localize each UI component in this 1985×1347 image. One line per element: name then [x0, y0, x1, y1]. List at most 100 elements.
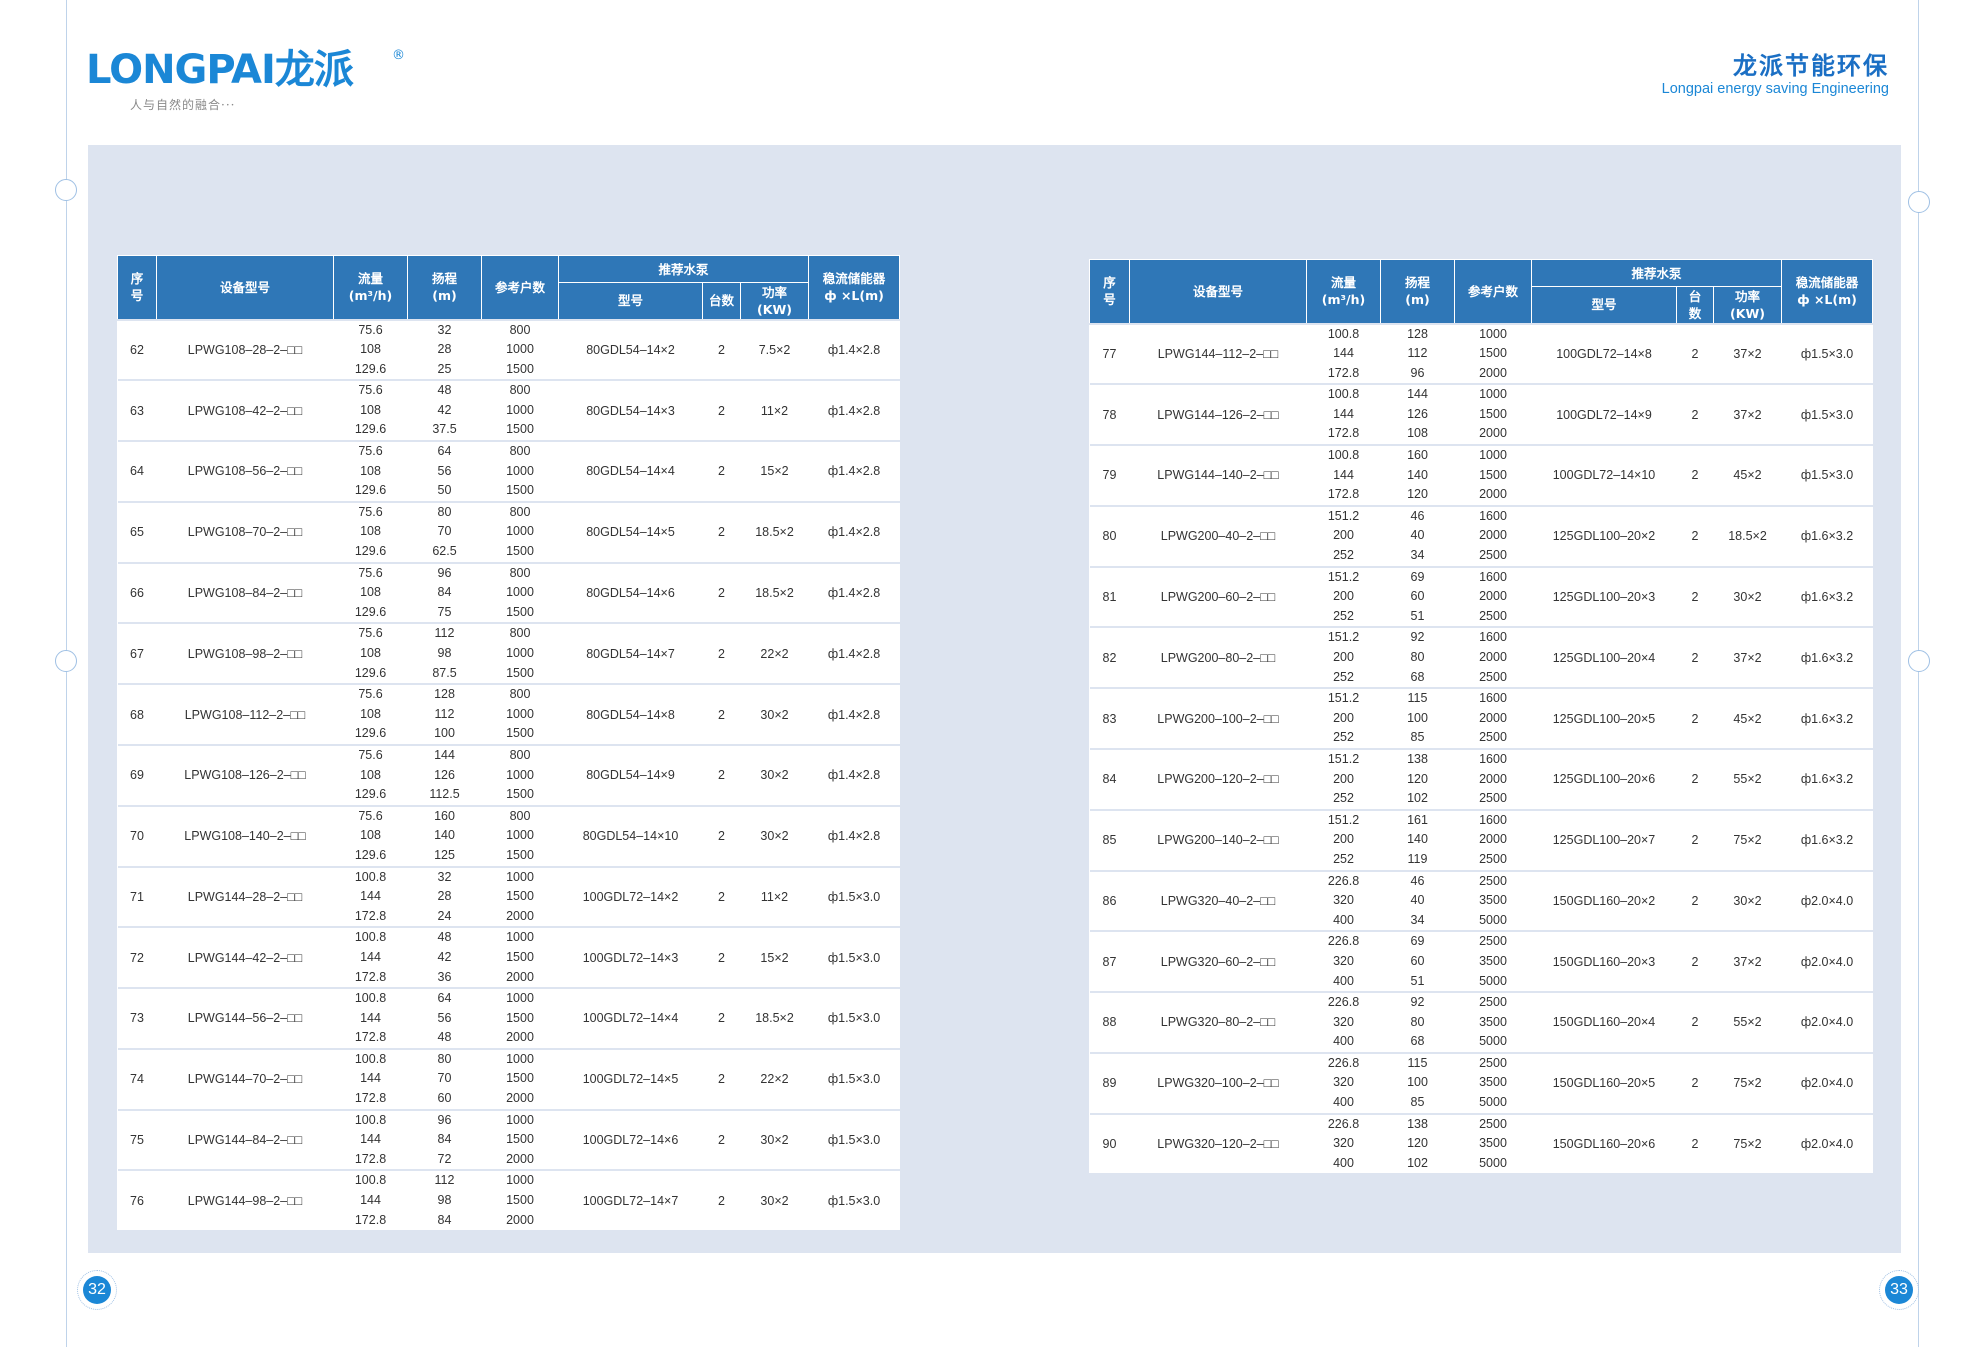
row-number: 83: [1089, 687, 1130, 749]
pump-qty: 2: [1676, 747, 1714, 810]
head-value: 102: [1407, 791, 1428, 806]
households-value-group: 1000 1500 2000: [1454, 383, 1532, 446]
households-value-group: 800 1000 1500: [481, 622, 559, 685]
households-value-group: 800 1000 1500: [481, 743, 559, 806]
households-value-group: 1000 1500 2000: [481, 987, 559, 1049]
equipment-model: LPWG320–80–2–□□: [1129, 991, 1307, 1053]
head-value: 112: [434, 626, 455, 641]
header-pump: 推荐水泵: [557, 255, 810, 283]
flow-value: 200: [1333, 832, 1354, 847]
households-value: 1000: [506, 342, 534, 357]
table-row: 86 LPWG320–40–2–□□ 226.8 320 400 46 40 34 2500 35…: [1089, 869, 1873, 932]
households-value: 2000: [506, 969, 534, 984]
flow-value: 108: [360, 828, 381, 843]
head-value: 70: [437, 524, 452, 539]
flow-value: 129.6: [354, 483, 387, 498]
header-pump: 推荐水泵: [1530, 259, 1783, 287]
flow-value: 200: [1333, 650, 1354, 664]
pump-power: 75×2: [1713, 1051, 1782, 1114]
flow-value-group: 151.2 200 252: [1306, 747, 1381, 810]
flow-value: 100.8: [354, 991, 387, 1006]
head-value: 138: [1407, 751, 1428, 766]
head-value-group: 46 40 34: [1380, 869, 1455, 932]
row-number: 84: [1089, 747, 1130, 810]
head-value: 128: [1407, 326, 1428, 341]
pump-qty: 2: [1676, 1051, 1714, 1114]
row-number: 70: [117, 804, 157, 867]
pump-power: 75×2: [1713, 1112, 1782, 1174]
pump-power: 37×2: [1713, 322, 1782, 385]
head-value-group: 69 60 51: [1380, 565, 1455, 628]
tank-size: ф2.0×4.0: [1781, 869, 1873, 932]
tank-size: ф1.4×2.8: [808, 804, 900, 867]
head-value: 102: [1407, 1155, 1428, 1170]
header-flow-label: 流量: [357, 271, 383, 287]
logo-slogan: 人与自然的融合···: [130, 98, 236, 112]
head-value: 120: [1407, 1136, 1428, 1151]
tank-size: ф2.0×4.0: [1781, 991, 1873, 1053]
households-value-group: 800 1000 1500: [481, 804, 559, 867]
flow-value-group: 75.6 108 129.6: [333, 683, 408, 745]
head-value-group: 96 84 72: [407, 1108, 482, 1171]
households-value: 1500: [1479, 406, 1507, 421]
pump-power: 15×2: [740, 926, 809, 989]
households-value: 1000: [506, 1051, 534, 1066]
head-value: 80: [437, 1051, 452, 1066]
flow-value: 400: [1333, 1095, 1354, 1110]
flow-value-group: 226.8 320 400: [1306, 930, 1381, 993]
pump-model: 150GDL160–20×5: [1531, 1051, 1677, 1114]
flow-value: 100.8: [354, 869, 387, 884]
flow-value: 252: [1333, 548, 1354, 563]
pump-qty: 2: [702, 1108, 741, 1171]
households-value: 1500: [506, 1071, 534, 1086]
table-row: 88 LPWG320–80–2–□□ 226.8 320 400 92 80 68 2500 35…: [1089, 991, 1873, 1053]
header-model: 设备型号: [1129, 259, 1307, 324]
pump-model: 100GDL72–14×9: [1531, 383, 1677, 446]
flow-value: 172.8: [354, 1030, 387, 1045]
pump-qty: 2: [1676, 504, 1714, 567]
head-value: 84: [437, 1132, 452, 1147]
households-value-group: 1000 1500 2000: [481, 1108, 559, 1171]
table-row: 90 LPWG320–120–2–□□ 226.8 320 400 138 120 102 25…: [1089, 1112, 1873, 1174]
households-value: 2500: [1479, 669, 1507, 684]
households-value: 800: [509, 383, 531, 398]
pump-model: 80GDL54–14×9: [558, 743, 703, 806]
table-row: 85 LPWG200–140–2–□□ 151.2 200 252 161 140 119 16…: [1089, 808, 1873, 871]
pump-power: 18.5×2: [740, 987, 809, 1049]
households-value: 2000: [506, 1212, 534, 1227]
households-value-group: 1600 2000 2500: [1454, 626, 1532, 689]
equipment-model: LPWG320–100–2–□□: [1129, 1051, 1307, 1114]
head-value: 140: [434, 828, 455, 843]
row-number: 72: [117, 926, 157, 989]
head-value: 60: [1410, 589, 1425, 604]
flow-value: 144: [1333, 406, 1354, 421]
households-value-group: 800 1000 1500: [481, 683, 559, 745]
equipment-model: LPWG144–98–2–□□: [156, 1169, 334, 1231]
head-value: 56: [437, 463, 452, 478]
flow-value-group: 75.6 108 129.6: [333, 379, 408, 442]
equipment-model: LPWG144–42–2–□□: [156, 926, 334, 989]
brand-name-cn: 龙派节能环保: [1733, 52, 1889, 80]
row-number: 90: [1089, 1112, 1130, 1174]
flow-value: 75.6: [358, 626, 383, 641]
header-pump-model: 型号: [1531, 286, 1677, 324]
head-value: 125: [434, 847, 455, 862]
pump-model: 100GDL72–14×3: [558, 926, 703, 989]
table-row: 68 LPWG108–112–2–□□ 75.6 108 129.6 128 112 100 8…: [117, 683, 900, 745]
pump-model: 125GDL100–20×2: [1531, 504, 1677, 567]
equipment-model: LPWG108–56–2–□□: [156, 440, 334, 502]
pump-model: 150GDL160–20×3: [1531, 930, 1677, 993]
pump-power: 37×2: [1713, 626, 1782, 689]
households-value: 1000: [506, 828, 534, 843]
households-value: 800: [509, 626, 531, 641]
households-value: 1000: [1479, 326, 1507, 341]
pump-qty: 2: [1676, 991, 1714, 1053]
households-value: 1000: [1479, 448, 1507, 463]
row-number: 76: [117, 1169, 157, 1231]
head-value-group: 32 28 24: [407, 865, 482, 928]
pump-power: 45×2: [1713, 687, 1782, 749]
tank-size: ф1.5×3.0: [1781, 444, 1873, 506]
binding-line-right: [1918, 0, 1919, 1347]
pump-power: 11×2: [740, 379, 809, 442]
head-value: 140: [1407, 467, 1428, 482]
